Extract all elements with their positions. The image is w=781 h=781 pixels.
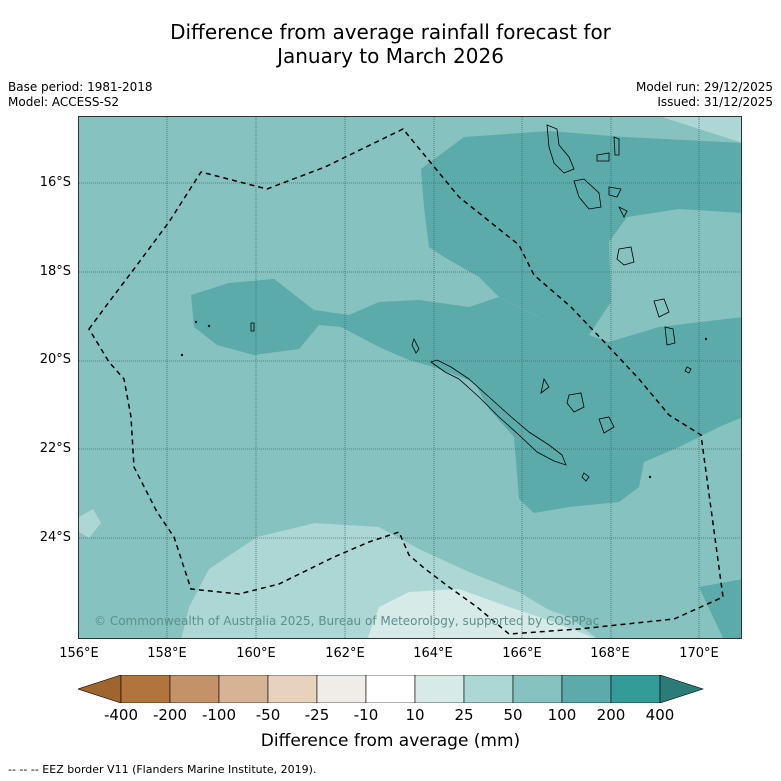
tanna [664,326,676,346]
legend-colorbar [78,675,704,703]
lon-label-168e: 168°E [590,646,630,661]
meta-left: Base period: 1981-2018 Model: ACCESS-S2 [8,80,153,110]
region-10-25-south [367,589,594,638]
region-25-50-west [79,509,101,538]
legend-tick-neg25: -25 [304,706,330,724]
lon-label-158e: 158°E [147,646,187,661]
map-title: Difference from average rainfall forecas… [0,20,781,68]
region-25-50-northeast [662,117,741,143]
legend-tick-neg400: -400 [103,706,139,724]
eez-footnote: -- -- -- EEZ border V11 (Flanders Marine… [8,763,317,776]
lat-label-16s: 16°S [39,175,71,190]
eez-border [88,128,724,635]
copyright-notice: © Commonwealth of Australia 2025, Bureau… [94,614,600,628]
epi [618,206,628,218]
espiritu-santo [546,124,575,174]
legend-swatch-below-400 [78,675,122,703]
lon-label-164e: 164°E [413,646,453,661]
legend-swatch-above-400 [659,675,704,703]
issued-date: Issued: 31/12/2025 [657,95,773,109]
legend-swatch-400-200 [120,675,171,703]
title-line-2: January to March 2026 [277,44,504,68]
ambae [596,152,610,162]
aneityum [684,366,692,374]
isle-of-pines [581,472,590,482]
legend-swatch-25-10 [316,675,367,703]
lon-label-156e: 156°E [59,646,99,661]
lon-label-170e: 170°E [679,646,719,661]
graticule [79,117,741,638]
legend-tick-neg10: -10 [353,706,379,724]
legend-swatch-50-100 [512,675,563,703]
malakula [573,178,602,210]
vanuatu [546,124,692,374]
title-line-1: Difference from average rainfall forecas… [170,20,611,44]
model-run: Model run: 29/12/2025 [635,80,773,94]
legend-swatch-200-400 [610,675,661,703]
new-caledonia [411,337,615,482]
legend-tick-neg100: -100 [201,706,237,724]
legend-swatch-200-100 [169,675,220,703]
lon-label-166e: 166°E [502,646,542,661]
legend-tick-200: 200 [596,706,626,724]
legend-swatch-100-50 [218,675,269,703]
belep-islands [411,337,420,354]
lat-label-22s: 22°S [39,441,71,456]
legend-swatch-10-25 [414,675,465,703]
model-name: Model: ACCESS-S2 [8,95,120,109]
grande-terre [430,359,567,466]
legend-tick-50: 50 [503,706,523,724]
lat-label-18s: 18°S [39,264,71,279]
rainfall-map [79,117,741,638]
loyalty-lifou [566,392,585,413]
legend-tick-neg50: -50 [255,706,281,724]
small-islands [180,320,708,479]
map-panel[interactable] [78,116,742,639]
legend-tick-100: 100 [547,706,577,724]
region-100-200-central [191,279,741,513]
base-period: Base period: 1981-2018 [8,80,153,94]
legend-tick-400: 400 [645,706,675,724]
region-100-200-north [421,131,741,335]
lon-label-162e: 162°E [325,646,365,661]
lat-label-20s: 20°S [39,352,71,367]
efate [616,246,635,266]
legend-tick-neg200: -200 [152,706,188,724]
legend-swatch-10-10 [365,675,416,703]
legend-tick-25: 25 [454,706,474,724]
legend-title: Difference from average (mm) [260,731,521,751]
erromango [653,298,670,318]
meta-right: Model run: 29/12/2025 Issued: 31/12/2025 [636,80,773,110]
lon-label-160e: 160°E [236,646,276,661]
loyalty-mare [598,416,615,434]
legend-swatch-50-25 [267,675,318,703]
legend-swatch-100-200 [561,675,612,703]
legend-tick-10: 10 [405,706,425,724]
lat-label-24s: 24°S [39,530,71,545]
ambrym [608,186,622,198]
maewo-pentecost [613,136,620,156]
loyalty-ouvea [540,377,550,394]
region-100-200-east [699,579,741,638]
chesterfield-island [250,322,255,332]
legend-swatch-25-50 [463,675,514,703]
